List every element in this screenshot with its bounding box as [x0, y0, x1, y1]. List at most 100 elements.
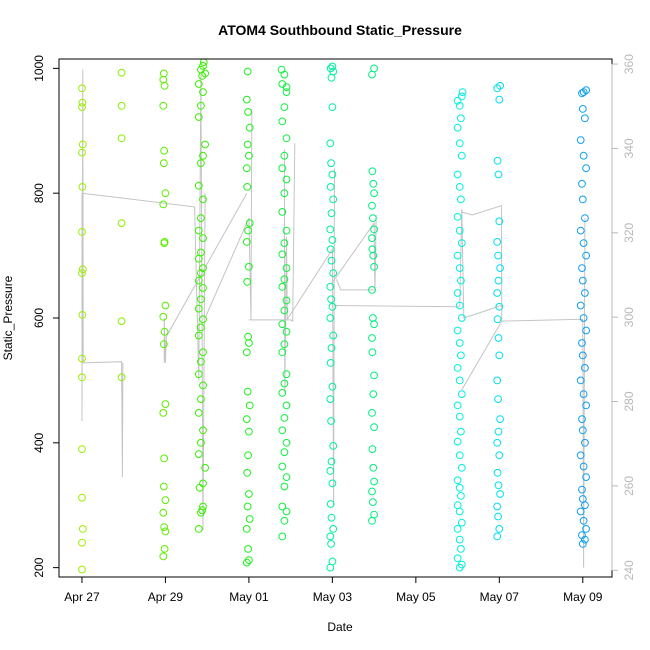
data-point — [496, 415, 505, 424]
data-point — [78, 311, 87, 319]
data-point — [578, 415, 586, 424]
data-point — [328, 62, 337, 71]
y2-tick-label: 360 — [622, 54, 636, 74]
data-point — [78, 103, 86, 111]
data-point — [280, 275, 289, 284]
data-point — [369, 179, 378, 188]
data-point — [368, 245, 377, 254]
data-point — [159, 69, 168, 78]
data-point — [455, 339, 464, 347]
data-point — [453, 213, 462, 221]
data-point — [455, 301, 464, 310]
data-point — [494, 512, 503, 521]
y2-tick-label: 320 — [622, 222, 636, 242]
data-point — [578, 276, 587, 285]
data-point — [581, 114, 589, 123]
data-point — [194, 226, 203, 235]
data-point — [581, 289, 589, 297]
data-point — [194, 113, 203, 121]
data-point — [493, 502, 502, 511]
data-point — [453, 251, 462, 260]
data-point — [161, 496, 170, 505]
x-tick-label: May 01 — [229, 590, 269, 604]
data-point — [457, 151, 466, 160]
data-point — [160, 454, 169, 463]
data-point — [578, 264, 586, 273]
data-point — [245, 401, 254, 410]
data-point — [328, 302, 337, 311]
data-point — [576, 376, 585, 385]
data-point — [495, 217, 504, 226]
trace-lines — [81, 69, 586, 568]
data-point — [457, 114, 465, 123]
data-point — [199, 315, 207, 324]
data-point — [328, 103, 337, 111]
data-point — [326, 395, 335, 404]
data-point — [278, 462, 287, 471]
data-point — [493, 532, 502, 541]
data-point — [243, 67, 252, 76]
axes: Apr 27 Apr 29 May 01 May 03 May 05 May 07 May … — [32, 54, 636, 604]
data-point — [453, 437, 462, 446]
data-point — [278, 282, 287, 291]
data-point — [453, 289, 462, 297]
data-point — [245, 151, 253, 160]
x-tick-label: May 07 — [480, 590, 520, 604]
data-point — [494, 334, 503, 342]
data-point — [455, 535, 464, 544]
data-point — [194, 304, 203, 313]
data-point — [329, 525, 338, 533]
data-point — [326, 282, 335, 291]
data-point — [370, 225, 379, 234]
data-point — [280, 103, 289, 111]
data-point — [329, 442, 338, 450]
data-point — [78, 538, 86, 547]
data-point — [453, 554, 462, 563]
data-point — [199, 502, 207, 511]
y-tick-label: 1000 — [32, 55, 46, 82]
y-tick-label: 600 — [32, 308, 46, 328]
data-point — [493, 315, 502, 324]
data-point — [117, 134, 126, 143]
data-point — [457, 390, 466, 399]
data-point — [78, 228, 86, 236]
data-point — [194, 80, 203, 88]
data-point — [78, 84, 86, 93]
y-axis-label: Static_Pressure — [1, 275, 15, 360]
data-point — [453, 525, 462, 533]
data-point — [78, 493, 86, 502]
data-point — [494, 251, 503, 260]
data-point — [494, 395, 503, 404]
trace-line-9 — [460, 205, 503, 391]
data-point — [197, 438, 205, 447]
data-point — [160, 238, 169, 246]
trace-line-4 — [248, 143, 296, 322]
data-point — [159, 482, 168, 491]
data-point — [201, 463, 210, 472]
data-point — [245, 123, 254, 132]
x-tick-label: Apr 27 — [64, 590, 100, 604]
data-point — [453, 401, 462, 410]
data-point — [194, 450, 203, 459]
data-point — [578, 351, 587, 360]
data-point — [194, 370, 203, 379]
data-point — [278, 389, 287, 397]
data-point — [326, 183, 335, 191]
data-point — [576, 136, 585, 145]
data-point — [328, 236, 337, 244]
data-point — [579, 239, 588, 248]
data-point — [245, 219, 254, 228]
data-point — [282, 83, 291, 91]
data-point — [369, 214, 377, 223]
data-point — [199, 195, 207, 204]
data-point — [197, 248, 205, 257]
data-point — [161, 301, 170, 310]
data-point — [117, 68, 126, 77]
data-point — [328, 170, 337, 179]
data-point — [243, 468, 252, 477]
data-point — [494, 427, 503, 436]
data-point — [243, 502, 252, 511]
data-point — [457, 545, 465, 553]
data-point — [282, 134, 291, 143]
